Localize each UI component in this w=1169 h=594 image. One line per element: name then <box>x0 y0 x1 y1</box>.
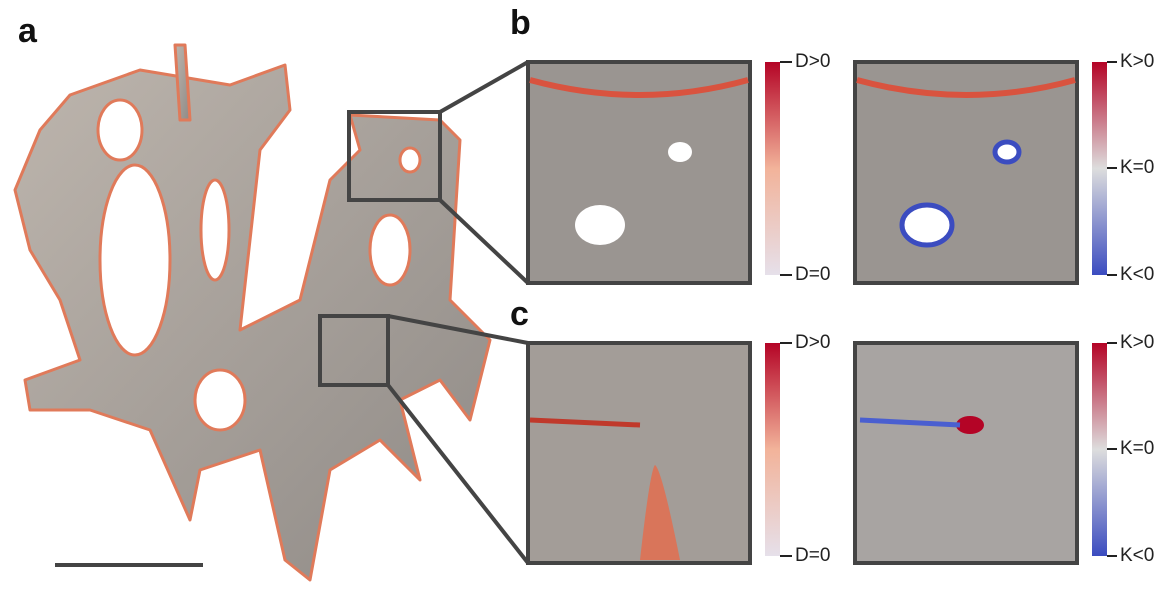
holes <box>96 98 422 432</box>
zoom-panels <box>526 60 1079 565</box>
colorbar-label: K=0 <box>1120 438 1154 459</box>
panel-label: a <box>18 12 38 50</box>
colorbar-label: D=0 <box>795 264 830 285</box>
colorbar-ticks <box>780 61 1117 557</box>
colorbar-label: K>0 <box>1120 332 1154 353</box>
inset-outlines <box>318 60 530 565</box>
colorbar-label: K<0 <box>1120 264 1154 285</box>
colorbar-label: D=0 <box>795 545 830 566</box>
bone-structure <box>13 43 492 582</box>
colorbar-label: K=0 <box>1120 157 1154 178</box>
colorbar-label: K<0 <box>1120 545 1154 566</box>
colorbar-label: D>0 <box>795 51 830 72</box>
colorbars <box>765 62 1107 556</box>
colorbar-label: K>0 <box>1120 51 1154 72</box>
panel-label: c <box>510 295 529 333</box>
colorbar-label: D>0 <box>795 332 830 353</box>
panel-label: b <box>510 4 531 42</box>
